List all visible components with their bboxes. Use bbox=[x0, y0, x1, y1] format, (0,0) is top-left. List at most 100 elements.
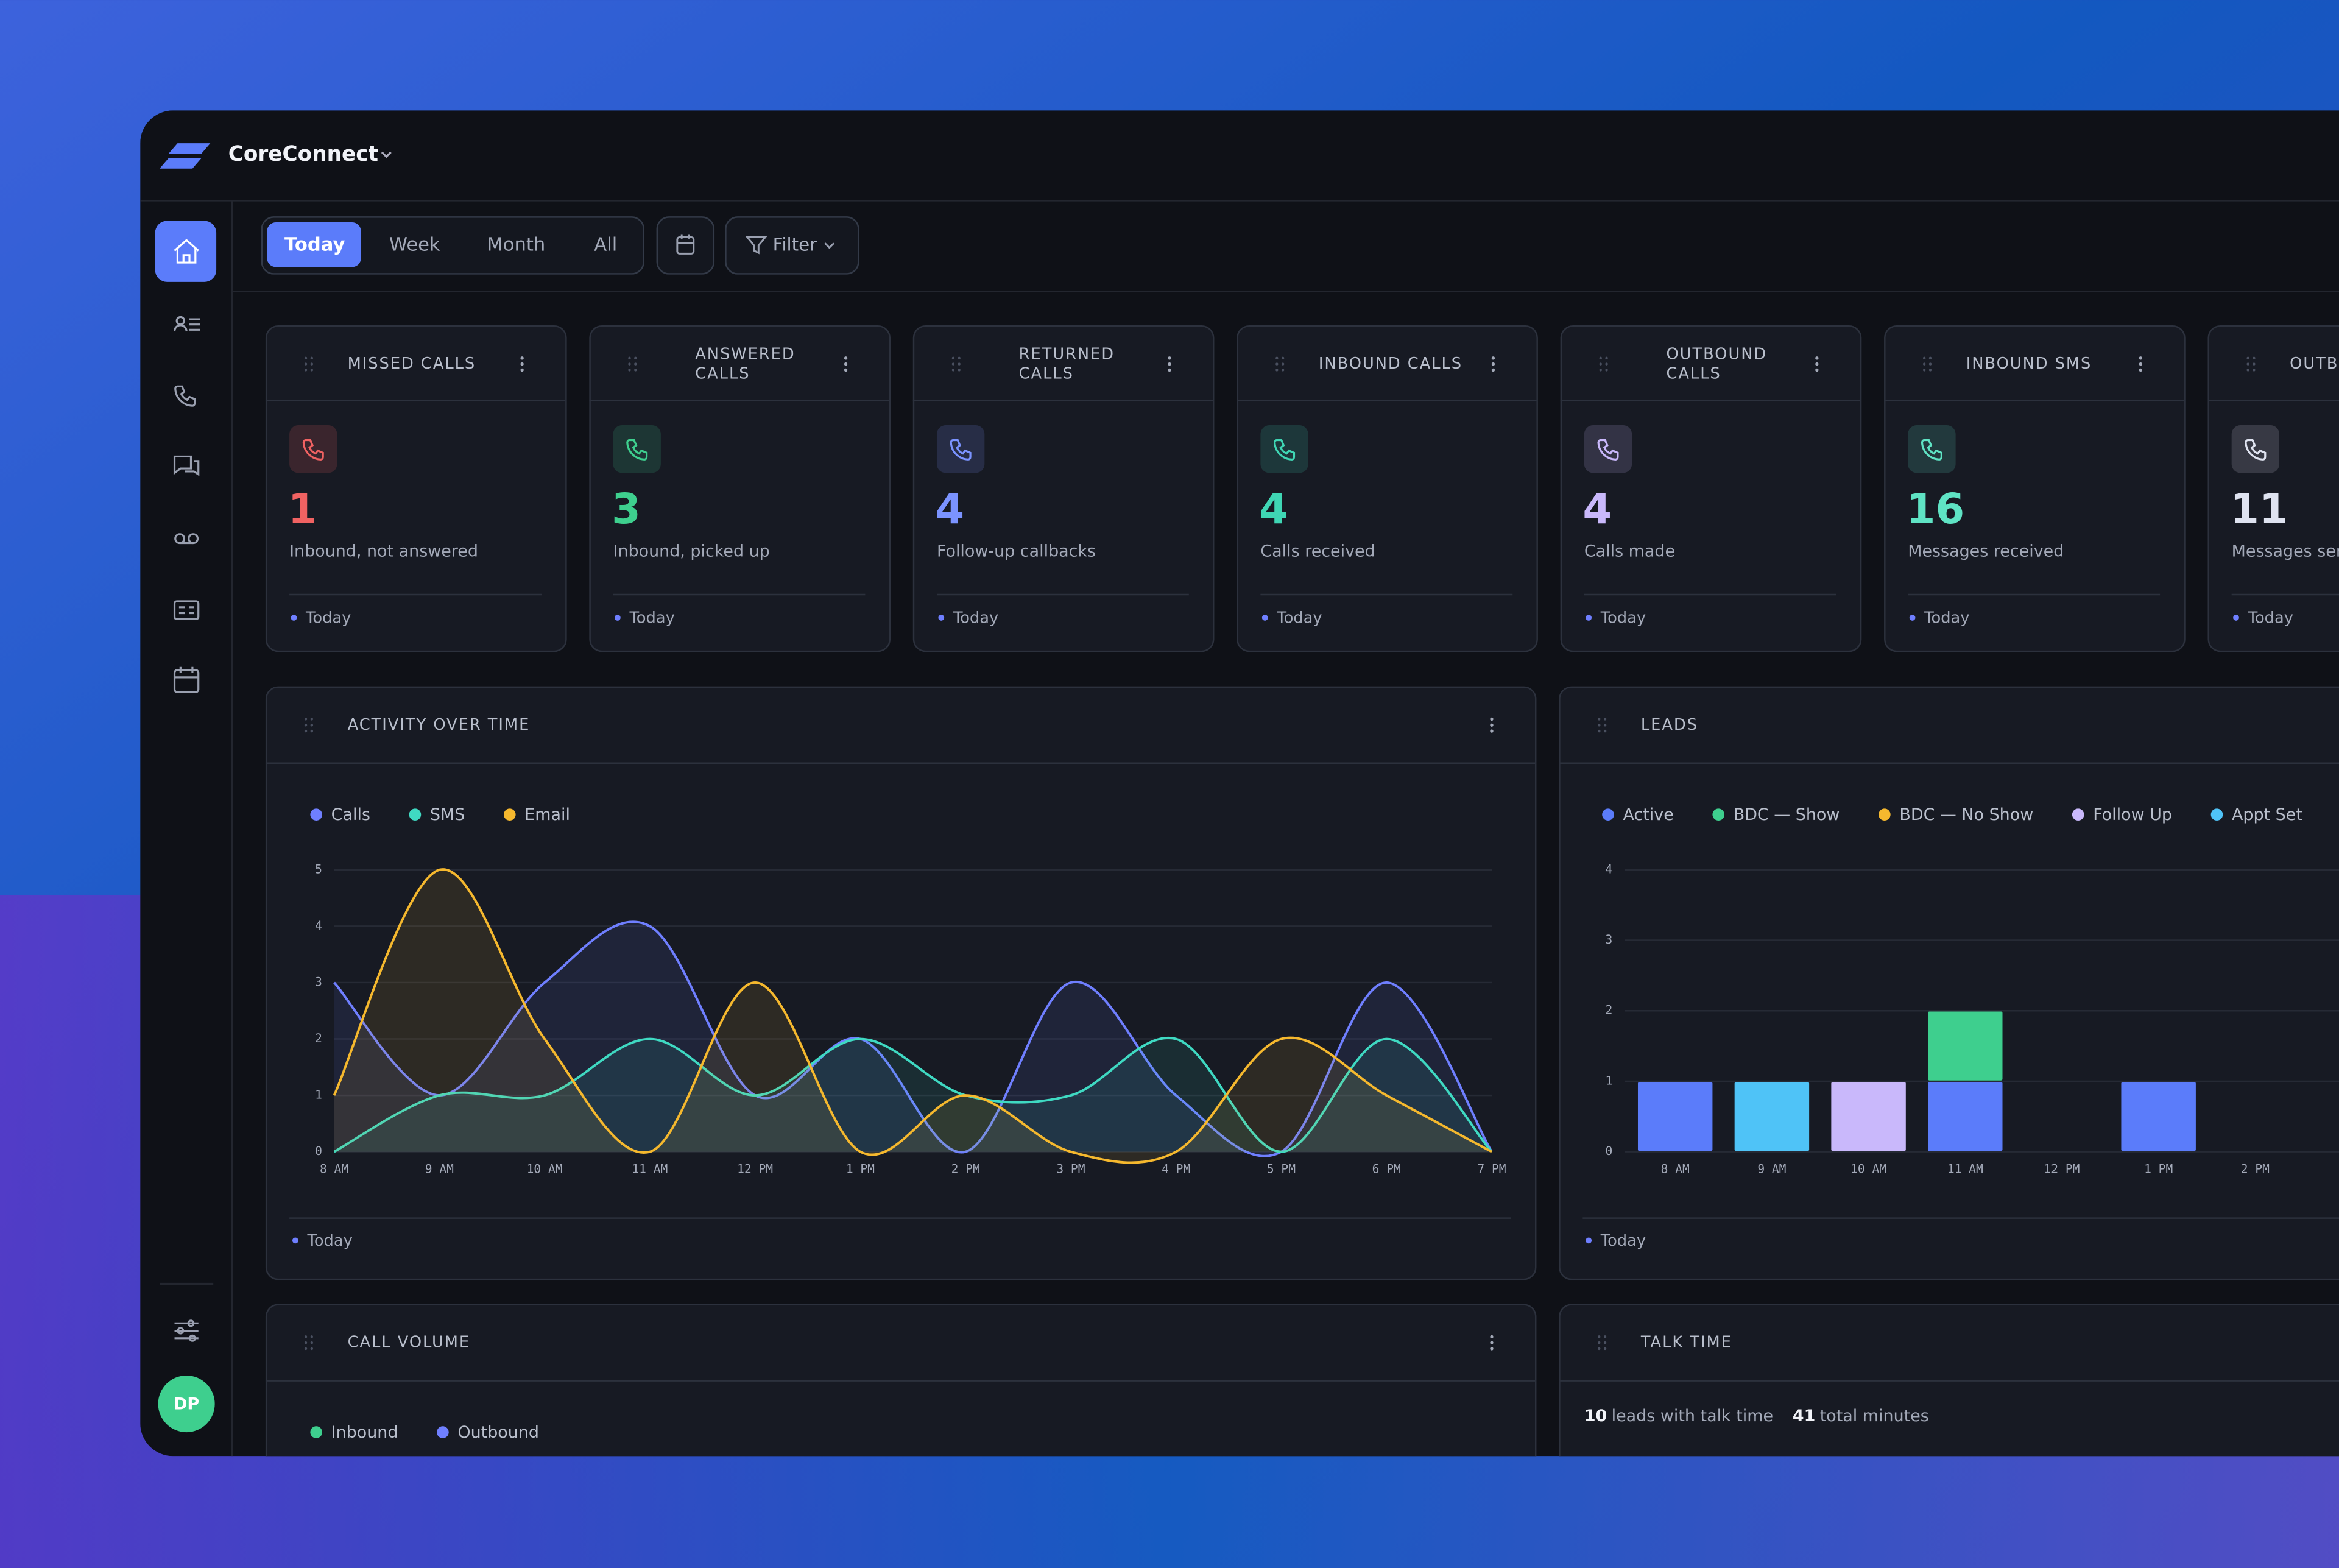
tab[interactable]: All bbox=[594, 234, 617, 255]
talk-minutes-count: 41 bbox=[1793, 1407, 1815, 1425]
nav-calls[interactable] bbox=[174, 385, 196, 407]
drag-handle-dot bbox=[1928, 356, 1932, 360]
period-dot bbox=[291, 615, 297, 621]
drag-handle-dot bbox=[310, 1335, 314, 1338]
period-dot bbox=[1586, 1237, 1592, 1244]
drag-handle-dot bbox=[1598, 718, 1601, 721]
drag-handle-dot bbox=[304, 729, 308, 733]
legend-label: Appt Set bbox=[2232, 805, 2302, 824]
y-tick-label: 3 bbox=[315, 975, 322, 989]
card-value: 1 bbox=[288, 485, 317, 534]
card-period: Today bbox=[629, 609, 674, 627]
card-period: Today bbox=[1924, 609, 1969, 627]
drag-handle-dot bbox=[1598, 729, 1601, 733]
bar-segment bbox=[1637, 1082, 1713, 1151]
series-area bbox=[334, 922, 1492, 1156]
card-caption: Inbound, not answered bbox=[289, 542, 478, 561]
x-tick-label: 8 AM bbox=[320, 1162, 348, 1176]
nav-calendar[interactable] bbox=[173, 666, 200, 693]
legend-label: Inbound bbox=[331, 1423, 398, 1442]
series-line bbox=[333, 1036, 1493, 1153]
panel: ACTIVITY OVER TIME Calls SMS Email 0 1 2 3 4 5 8 A… bbox=[265, 686, 1537, 1280]
legend-swatch bbox=[1712, 808, 1725, 821]
x-tick-label: 12 PM bbox=[737, 1162, 773, 1176]
drag-handle-dot bbox=[2253, 356, 2256, 360]
drag-handle-dot bbox=[2253, 369, 2256, 372]
drag-handle-dot bbox=[634, 362, 637, 366]
menu-dot bbox=[1815, 362, 1819, 366]
menu-dot bbox=[1490, 1347, 1494, 1351]
drag-handle-dot bbox=[1605, 362, 1608, 366]
card-icon-bg bbox=[289, 425, 337, 473]
drag-handle-dot bbox=[1598, 724, 1601, 727]
brand-name[interactable]: CoreConnect bbox=[228, 142, 378, 166]
menu-dot bbox=[1168, 368, 1171, 372]
panel-title: LEADS bbox=[1641, 716, 1698, 734]
drag-handle-dot bbox=[1928, 362, 1932, 366]
brand-chevron[interactable] bbox=[381, 151, 392, 158]
nav-settings[interactable] bbox=[174, 1319, 199, 1342]
drag-handle-dot bbox=[304, 724, 308, 727]
panel: CALL VOLUME Inbound Outbound bbox=[265, 1304, 1537, 1457]
tab-active-bg bbox=[267, 222, 361, 267]
period-dot bbox=[1586, 615, 1592, 621]
card-icon-bg bbox=[613, 425, 661, 473]
x-tick-label: 9 AM bbox=[425, 1162, 454, 1176]
period-dot bbox=[938, 615, 945, 621]
nav-cards[interactable] bbox=[173, 600, 200, 620]
drag-handle-dot bbox=[628, 369, 631, 372]
menu-dot bbox=[2139, 368, 2142, 372]
drag-handle-dot bbox=[304, 1341, 308, 1344]
tab[interactable]: Today bbox=[284, 234, 345, 255]
drag-handle-dot bbox=[1598, 1341, 1601, 1344]
calendar-icon bbox=[676, 234, 695, 255]
nav-voicemail[interactable] bbox=[174, 533, 199, 545]
card-bg bbox=[2207, 325, 2339, 652]
x-tick-label: 10 AM bbox=[1850, 1162, 1886, 1176]
menu-dot bbox=[1815, 356, 1819, 360]
card-icon bbox=[1274, 439, 1296, 461]
filter-button[interactable] bbox=[725, 216, 859, 275]
x-tick-label: 4 PM bbox=[1162, 1162, 1190, 1176]
menu-dot bbox=[1491, 368, 1495, 372]
card-title: MISSED CALLS bbox=[348, 355, 476, 373]
nav-home[interactable] bbox=[155, 221, 217, 282]
x-tick-label: 7 PM bbox=[1477, 1162, 1506, 1176]
panel-period: Today bbox=[1600, 1232, 1646, 1250]
card-period: Today bbox=[1600, 609, 1646, 627]
card-bg bbox=[912, 325, 1215, 652]
drag-handle-dot bbox=[304, 718, 308, 721]
drag-handle-dot bbox=[1599, 356, 1602, 360]
nav-messages[interactable] bbox=[173, 455, 200, 476]
menu-dot bbox=[2139, 356, 2142, 360]
legend-label: BDC — Show bbox=[1734, 805, 1840, 824]
drag-handle-dot bbox=[1275, 362, 1279, 366]
card-period: Today bbox=[953, 609, 998, 627]
drag-handle-dot bbox=[2253, 362, 2256, 366]
tab[interactable]: Week bbox=[389, 234, 440, 255]
menu-dot bbox=[520, 368, 524, 372]
x-tick-label: 8 AM bbox=[1661, 1162, 1690, 1176]
card-icon bbox=[626, 439, 648, 461]
card-caption: Follow-up callbacks bbox=[937, 542, 1096, 561]
card-period: Today bbox=[305, 609, 351, 627]
drag-handle-dot bbox=[958, 356, 961, 360]
tab[interactable]: Month bbox=[487, 234, 545, 255]
card-icon-bg bbox=[936, 425, 985, 473]
drag-handle-dot bbox=[951, 362, 955, 366]
y-tick-label: 4 bbox=[315, 919, 322, 933]
drag-handle-dot bbox=[1922, 369, 1926, 372]
legend-swatch bbox=[504, 808, 516, 821]
stat-card: INBOUND SMS 16 Messages received Today bbox=[1884, 325, 2186, 652]
drag-handle-dot bbox=[1603, 729, 1607, 733]
calendar-button[interactable] bbox=[656, 216, 715, 275]
drag-handle-dot bbox=[1603, 724, 1607, 727]
menu-dot bbox=[844, 356, 848, 360]
drag-handle-dot bbox=[310, 356, 314, 360]
nav-contacts[interactable] bbox=[173, 316, 200, 331]
avatar[interactable] bbox=[158, 1376, 215, 1433]
talk-leads-text: leads with talk time bbox=[1612, 1407, 1773, 1425]
card-caption: Calls received bbox=[1260, 542, 1375, 561]
menu-dot bbox=[844, 362, 848, 366]
card-bg bbox=[1884, 325, 2186, 652]
